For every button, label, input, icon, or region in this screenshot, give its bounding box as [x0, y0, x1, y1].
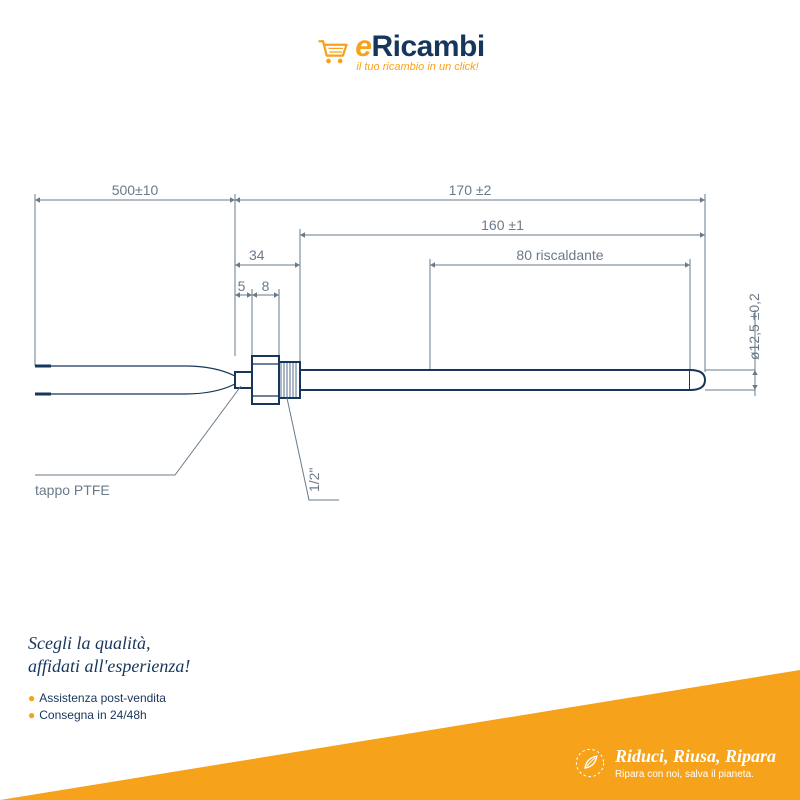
footer: Scegli la qualità, affidati all'esperien… [0, 620, 800, 800]
svg-text:34: 34 [249, 247, 265, 263]
technical-drawing: 500±10 170 ±2 160 ±1 34 80 riscaldante 58 ø12,… [0, 140, 800, 560]
logo-text: eRicambi [355, 30, 484, 64]
svg-text:1/2": 1/2" [306, 468, 322, 492]
footer-triangle [0, 670, 800, 800]
footer-right: Riduci, Riusa, Ripara Ripara con noi, sa… [573, 746, 776, 780]
svg-text:160 ±1: 160 ±1 [481, 217, 524, 233]
leaf-icon [573, 746, 607, 780]
svg-text:500±10: 500±10 [112, 182, 159, 198]
header: eRicambi il tuo ricambio in un click! [0, 0, 800, 85]
logo: eRicambi il tuo ricambio in un click! [315, 30, 484, 73]
eco-subtitle: Ripara con noi, salva il pianeta. [615, 769, 776, 780]
svg-text:ø12,5 ±0,2: ø12,5 ±0,2 [746, 293, 762, 360]
svg-text:5: 5 [238, 278, 246, 294]
cart-icon [315, 34, 351, 70]
logo-e: e [355, 30, 371, 63]
svg-text:170 ±2: 170 ±2 [449, 182, 492, 198]
footer-title-l1: Scegli la qualità, [28, 633, 150, 653]
eco-title: Riduci, Riusa, Ripara [615, 746, 776, 767]
svg-text:tappo PTFE: tappo PTFE [35, 482, 110, 498]
tagline: il tuo ricambio in un click! [355, 61, 484, 73]
logo-brand: Ricambi [371, 30, 484, 63]
svg-text:8: 8 [262, 278, 270, 294]
svg-text:80 riscaldante: 80 riscaldante [516, 247, 603, 263]
